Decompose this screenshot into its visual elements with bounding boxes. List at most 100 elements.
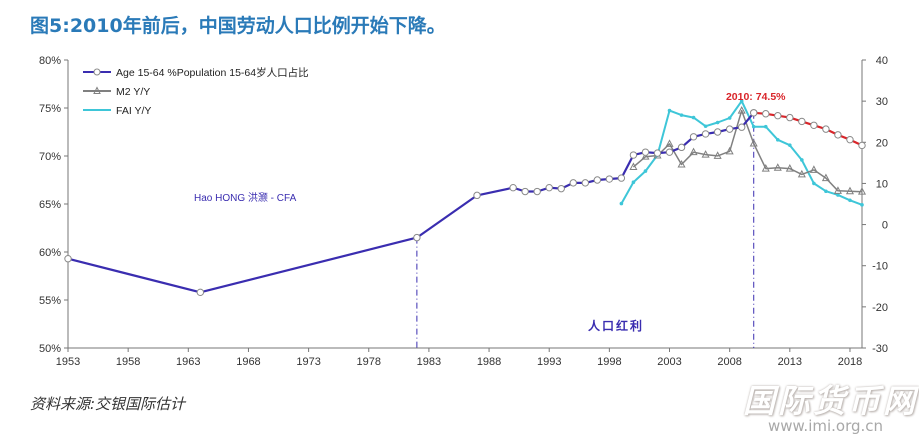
data-point: [848, 198, 852, 203]
left-tick-label: 80%: [39, 55, 61, 67]
page-title: 图5:2010年前后，中国劳动人口比例开始下降。: [30, 15, 446, 37]
right-tick-label: 20: [876, 137, 888, 149]
left-tick-label: 75%: [39, 103, 61, 115]
data-point: [858, 141, 866, 150]
right-tick-label: -20: [872, 302, 888, 314]
data-point: [605, 175, 614, 183]
data-point: [785, 164, 794, 172]
right-tick-label: 10: [876, 178, 888, 190]
left-tick-label: 65%: [39, 199, 61, 211]
data-point: [834, 131, 842, 139]
data-point: [812, 181, 816, 186]
data-point: [739, 99, 744, 103]
right-tick-label: -10: [872, 261, 888, 273]
data-point: [581, 179, 590, 187]
data-point: [824, 189, 828, 194]
legend-label: M2 Y/Y: [116, 86, 150, 98]
data-point: [619, 201, 624, 206]
data-point: [774, 111, 782, 120]
x-tick-label: 1978: [357, 356, 381, 368]
data-point: [665, 139, 674, 147]
data-point: [761, 164, 770, 172]
data-point: [749, 138, 758, 147]
x-tick-label: 1998: [597, 356, 621, 368]
x-tick-label: 1963: [176, 356, 200, 368]
right-tick-label: 40: [876, 55, 888, 67]
data-point: [631, 180, 636, 184]
data-point: [629, 151, 638, 159]
data-point: [677, 159, 686, 168]
data-point: [677, 143, 686, 152]
data-point: [653, 149, 662, 157]
data-point: [797, 169, 806, 178]
series-line: [632, 109, 863, 193]
data-point: [557, 184, 565, 193]
data-point: [762, 110, 770, 118]
data-point: [701, 130, 710, 138]
watermark-url: www.imi.org.cn: [768, 417, 884, 435]
left-tick-label: 55%: [39, 295, 61, 307]
x-tick-label: 1958: [116, 356, 140, 368]
data-point: [629, 162, 638, 170]
data-point: [727, 116, 732, 120]
data-point: [809, 165, 818, 173]
x-tick-label: 1983: [417, 356, 441, 368]
data-point: [701, 150, 710, 158]
data-point: [196, 288, 205, 297]
data-point: [593, 176, 602, 184]
x-tick-label: 2003: [657, 356, 681, 368]
data-point: [713, 128, 722, 136]
legend-label: Age 15-64 %Population 15-64岁人口占比: [116, 66, 309, 79]
peak-annotation: 2010: 74.5%: [726, 91, 786, 103]
left-tick-label: 60%: [39, 247, 61, 259]
data-point: [521, 187, 529, 196]
right-tick-label: 30: [876, 96, 888, 108]
data-point: [846, 135, 854, 144]
x-tick-label: 2008: [717, 356, 741, 368]
data-point: [545, 183, 553, 192]
data-point: [713, 151, 722, 159]
data-point: [763, 124, 768, 129]
data-point: [413, 233, 421, 242]
data-point: [617, 174, 626, 182]
author-annotation: Hao HONG 洪灏 - CFA: [194, 192, 297, 204]
right-tick-label: 0: [882, 220, 888, 232]
data-point: [737, 106, 746, 114]
data-point: [845, 186, 855, 195]
series-line: [67, 112, 755, 294]
data-point: [691, 115, 696, 120]
data-point: [641, 148, 650, 156]
data-point: [665, 148, 674, 156]
x-tick-label: 1953: [56, 356, 80, 368]
data-point: [860, 203, 864, 207]
data-point: [643, 169, 648, 173]
data-point: [703, 124, 708, 129]
left-tick-label: 50%: [39, 343, 61, 355]
data-point: [64, 255, 72, 263]
data-point: [641, 152, 650, 160]
watermark-logo: 国际货币网: [743, 382, 919, 420]
data-point: [689, 133, 698, 141]
data-point: [689, 147, 698, 156]
data-point: [725, 125, 734, 133]
x-tick-label: 2018: [838, 356, 862, 368]
legend-marker: [93, 86, 101, 94]
data-point: [473, 191, 481, 200]
data-point: [751, 124, 756, 129]
data-point: [800, 158, 804, 162]
x-tick-label: 1968: [236, 356, 260, 368]
data-point: [857, 187, 867, 195]
data-point: [775, 138, 780, 142]
data-point: [786, 113, 794, 122]
data-point: [725, 146, 734, 155]
x-tick-label: 2013: [778, 356, 802, 368]
x-tick-label: 1973: [296, 356, 320, 368]
legend-marker: [93, 68, 101, 76]
legend-label: FAI Y/Y: [116, 105, 151, 117]
series-line: [753, 111, 863, 147]
x-tick-label: 1988: [477, 356, 501, 368]
data-point: [737, 123, 746, 131]
data-point: [667, 108, 672, 113]
data-point: [533, 187, 541, 196]
